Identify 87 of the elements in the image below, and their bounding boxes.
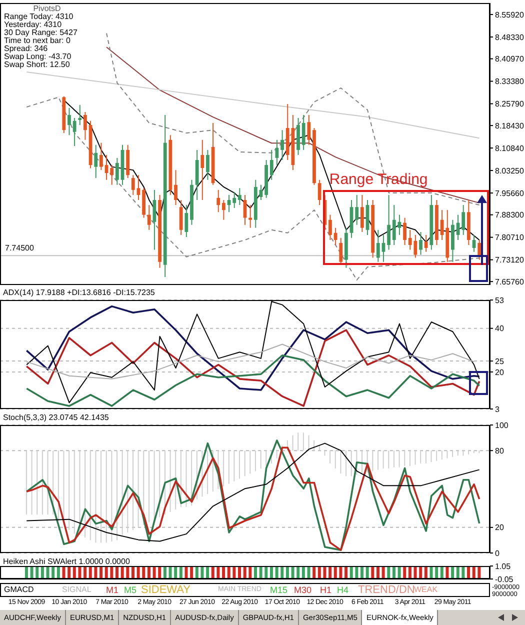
y-tick-label: 8.03250 — [495, 166, 524, 176]
annotation: Spread: 346 — [4, 44, 49, 53]
y-tick-label: 8.33380 — [495, 77, 524, 86]
text: SIDEWAY — [141, 583, 191, 597]
candlestick — [147, 204, 151, 230]
annotation: 30 Day Range: 5427 — [4, 28, 78, 37]
annotation: Yesterday: 4310 — [4, 20, 63, 29]
candlestick — [302, 114, 306, 150]
text: M30 — [294, 584, 312, 597]
candlestick — [99, 142, 103, 171]
annotation: Range Today: 4310 — [4, 12, 74, 21]
text: TREND/DN — [358, 583, 415, 597]
text: GMACD — [4, 584, 34, 596]
candlestick — [78, 104, 82, 126]
candlestick — [136, 174, 140, 200]
candlestick — [403, 217, 406, 246]
y-tick-label: 7.65760 — [495, 277, 524, 286]
candlestick — [184, 204, 188, 238]
y-tick-label: 8.48330 — [495, 32, 524, 42]
text: H1 — [320, 584, 332, 597]
text: M15 — [270, 584, 288, 597]
y-tick-label: 8.55920 — [495, 10, 524, 20]
y-tick-label: 53 — [495, 296, 504, 305]
annotation: Swap Short: 12.50 — [4, 60, 71, 69]
candlestick — [355, 194, 359, 226]
candlestick — [94, 144, 98, 179]
candlestick — [462, 204, 466, 236]
candlestick — [307, 114, 311, 146]
candlestick — [110, 164, 114, 186]
y-tick-label: 7.88300 — [495, 210, 524, 220]
candlestick — [238, 188, 242, 206]
y-tick-label: 20 — [495, 523, 504, 532]
candlestick — [174, 170, 178, 206]
annotation: Swap Long: -43.70 — [4, 52, 72, 61]
text: H4 — [337, 584, 349, 597]
annotation: PivotsD — [32, 4, 62, 13]
text: M5 — [124, 584, 137, 597]
text: SIGNAL — [62, 584, 92, 596]
candlestick — [131, 174, 135, 196]
candlestick — [200, 139, 204, 200]
y-tick-label: 100 — [495, 420, 509, 430]
candlestick — [339, 237, 343, 266]
candlestick — [280, 130, 284, 160]
candlestick — [68, 107, 71, 136]
line-series — [26, 344, 475, 380]
candlestick — [424, 234, 428, 252]
candlestick — [360, 194, 364, 232]
y-tick-label: 7.80710 — [495, 233, 524, 242]
y-tick-label: 8.18430 — [495, 121, 524, 130]
candlestick — [478, 239, 482, 260]
candlestick — [419, 231, 422, 256]
y-tick-label: 7.95660 — [495, 188, 524, 198]
y-tick-label: 8.10840 — [495, 144, 524, 153]
y-tick-label: 0 — [495, 548, 500, 558]
candlestick — [318, 179, 322, 206]
y-tick-label: 7.73120 — [495, 256, 524, 265]
candlestick — [232, 191, 236, 208]
y-tick-label: 3 — [495, 404, 500, 414]
candlestick — [328, 214, 332, 240]
candlestick — [270, 149, 274, 180]
text: WEAK — [414, 584, 438, 596]
text: M1 — [106, 584, 119, 597]
candlestick — [84, 112, 87, 140]
annotation: Time to next bar: 0 — [4, 36, 72, 45]
y-tick-label: 20 — [495, 368, 504, 377]
candlestick — [248, 204, 252, 228]
candlestick — [387, 194, 391, 250]
y-tick-label: 25 — [495, 356, 504, 366]
candlestick — [72, 117, 76, 147]
candlestick — [222, 199, 226, 220]
chart-title: ADX(14) 17.9188 +DI:13.6816 -DI:15.7235 — [3, 288, 155, 298]
candlestick — [115, 157, 119, 186]
y-tick-label: 40 — [495, 324, 504, 334]
line-series — [26, 72, 480, 139]
candlestick — [179, 199, 183, 236]
candlestick — [392, 204, 396, 246]
chart-title: Heiken Ashi SWAlert 1.0000 0.0000 — [3, 557, 130, 567]
y-tick-label: 8.40970 — [495, 54, 524, 64]
candlestick — [376, 229, 380, 262]
y-tick-label: 80 — [495, 446, 504, 456]
y-tick-label: -0.05 — [495, 574, 514, 584]
y-tick-label: 1.05 — [495, 562, 512, 571]
candlestick — [206, 149, 210, 180]
candlestick — [216, 189, 220, 213]
y-tick-label: 8.25790 — [495, 100, 524, 109]
ref-line-label: 7.74500 — [5, 244, 34, 253]
chart-title: Stoch(5,3,3) 23.0745 42.1435 — [3, 413, 109, 423]
